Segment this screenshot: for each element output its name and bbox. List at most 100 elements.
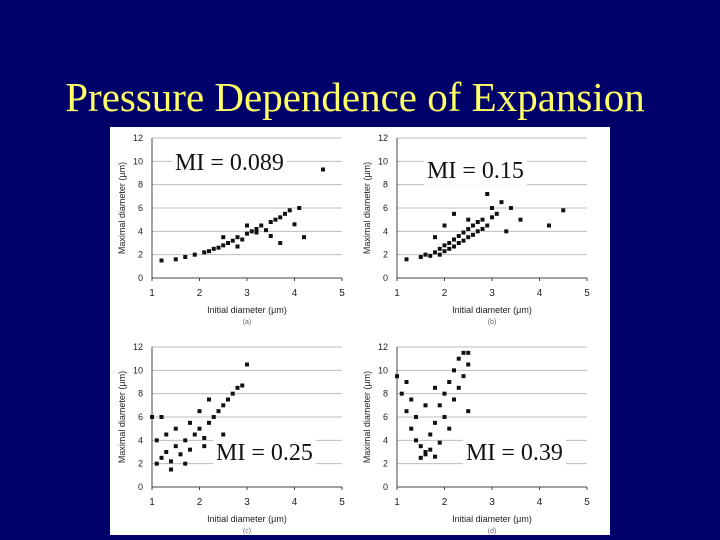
data-point	[433, 420, 437, 425]
data-point	[490, 215, 494, 220]
y-tick-label: 2	[138, 459, 143, 469]
data-point	[452, 237, 456, 242]
mi-label-b: MI = 0.15	[424, 157, 527, 185]
data-point	[504, 229, 509, 234]
data-point	[461, 238, 466, 243]
y-tick-label: 4	[383, 435, 388, 445]
data-point	[490, 206, 494, 210]
data-point	[226, 397, 230, 402]
data-point	[437, 252, 442, 257]
panel-label: (d)	[488, 528, 497, 535]
data-point	[452, 244, 456, 249]
data-point	[221, 243, 226, 248]
data-point	[485, 192, 490, 196]
data-point	[404, 380, 409, 384]
data-point	[264, 228, 268, 233]
data-point	[418, 455, 423, 460]
data-point	[192, 252, 197, 257]
y-tick-label: 12	[133, 133, 143, 143]
data-point	[509, 206, 513, 210]
data-point	[404, 257, 409, 262]
data-point	[245, 223, 249, 228]
data-point	[418, 444, 423, 449]
y-tick-label: 2	[383, 250, 388, 260]
data-point	[216, 409, 221, 414]
data-point	[211, 415, 216, 419]
y-axis-label: Maximal diameter (μm)	[117, 162, 127, 254]
y-tick-label: 8	[138, 180, 143, 190]
data-point	[442, 223, 447, 228]
x-axis-label: Initial diameter (μm)	[452, 514, 532, 524]
y-tick-label: 6	[138, 412, 143, 422]
data-point	[447, 246, 452, 251]
data-point	[466, 409, 471, 414]
data-point	[268, 220, 273, 224]
x-tick-label: 4	[292, 497, 298, 508]
y-tick-label: 6	[383, 412, 388, 422]
data-point	[414, 438, 418, 443]
data-point	[154, 461, 159, 466]
x-tick-label: 5	[339, 288, 345, 299]
data-point	[447, 380, 452, 384]
y-tick-label: 2	[138, 250, 143, 260]
x-tick-label: 3	[489, 497, 495, 508]
x-tick-label: 1	[394, 497, 400, 508]
data-point	[207, 397, 211, 402]
y-tick-label: 6	[138, 203, 143, 213]
data-point	[235, 235, 240, 240]
x-tick-label: 3	[489, 288, 495, 299]
x-tick-label: 2	[197, 288, 203, 299]
data-point	[461, 374, 466, 379]
y-tick-label: 12	[378, 133, 388, 143]
y-tick-label: 10	[378, 365, 388, 375]
x-axis-label: Initial diameter (μm)	[207, 305, 287, 315]
data-point	[283, 211, 287, 216]
y-tick-label: 8	[383, 180, 388, 190]
data-point	[423, 252, 428, 257]
data-point	[268, 234, 273, 238]
y-tick-label: 10	[133, 156, 143, 166]
data-point	[159, 455, 164, 460]
data-point	[466, 362, 471, 367]
data-point	[226, 241, 230, 245]
data-point	[297, 206, 302, 210]
data-point	[409, 397, 414, 402]
x-tick-label: 4	[292, 288, 298, 299]
data-point	[447, 241, 452, 245]
data-point	[428, 447, 433, 452]
data-point	[245, 362, 249, 367]
data-point	[466, 350, 471, 355]
data-point	[456, 241, 461, 245]
data-point	[245, 231, 249, 236]
y-tick-label: 2	[383, 459, 388, 469]
data-point	[437, 403, 442, 408]
y-axis-label: Maximal diameter (μm)	[362, 162, 372, 254]
data-point	[442, 391, 447, 396]
data-point	[159, 415, 164, 419]
mi-label-a: MI = 0.089	[172, 149, 287, 177]
data-point	[230, 391, 235, 396]
data-point	[494, 211, 499, 216]
y-tick-label: 8	[138, 389, 143, 399]
data-point	[423, 403, 428, 408]
mi-label-d: MI = 0.39	[463, 439, 566, 467]
y-tick-label: 0	[383, 482, 388, 492]
data-point	[452, 397, 456, 402]
data-point	[150, 415, 154, 419]
data-point	[216, 245, 221, 250]
data-point	[173, 257, 178, 262]
x-axis-label: Initial diameter (μm)	[207, 514, 287, 524]
data-point	[211, 246, 216, 251]
data-point	[480, 227, 485, 231]
x-tick-label: 3	[244, 288, 250, 299]
data-point	[404, 409, 409, 414]
y-axis-label: Maximal diameter (μm)	[117, 371, 127, 463]
x-tick-label: 1	[149, 288, 155, 299]
y-tick-label: 6	[383, 203, 388, 213]
data-point	[418, 255, 423, 259]
data-point	[197, 426, 202, 431]
data-point	[466, 227, 471, 231]
data-point	[202, 436, 207, 440]
data-point	[447, 426, 452, 431]
